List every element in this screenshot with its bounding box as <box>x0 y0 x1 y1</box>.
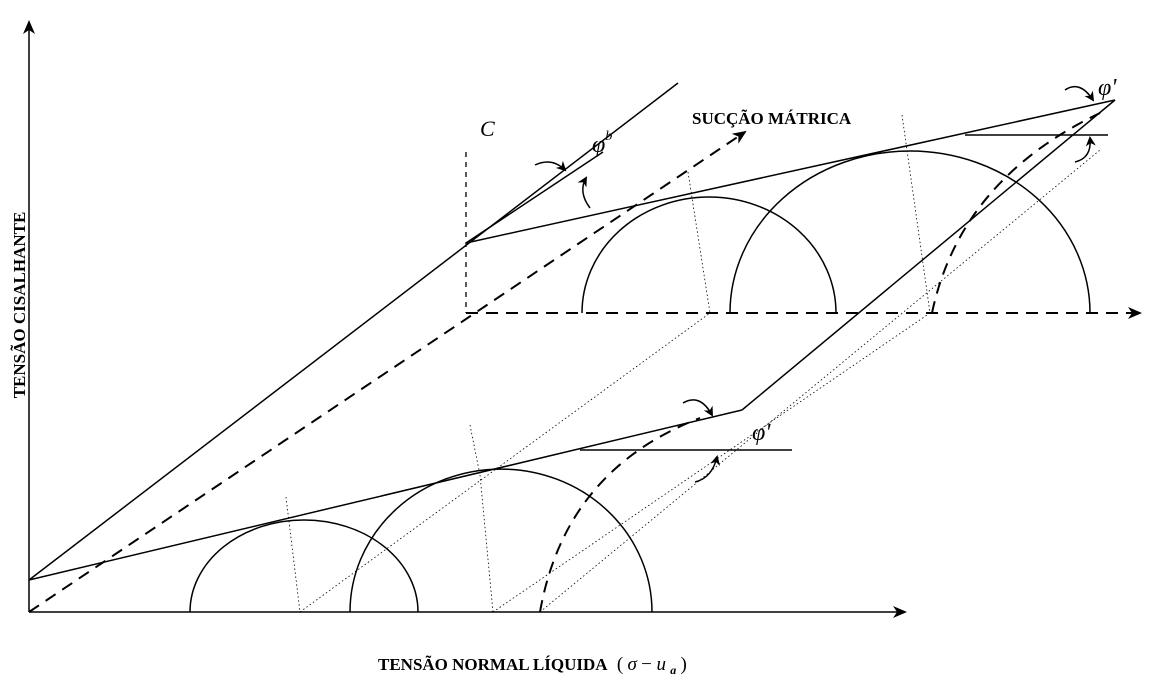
lower-dashed-curve <box>539 417 701 613</box>
upper-mohr-circle-2 <box>729 150 1091 314</box>
cohesion-label: C <box>480 116 495 141</box>
phi-b-envelope-line <box>28 82 679 581</box>
phi-prime-top-arrow-upper <box>1064 85 1095 102</box>
y-axis-label: TENSÃO CISALHANTE <box>10 212 29 399</box>
phi-prime-bottom-label: φ' <box>752 420 771 446</box>
x-axis-formula: ( <box>617 654 623 675</box>
phi-prime-bottom-arrow-upper <box>682 399 713 417</box>
upper-failure-envelope <box>465 99 1116 244</box>
projection-line-6 <box>469 424 481 476</box>
lower-mohr-circle-2 <box>349 468 653 613</box>
phi-prime-top-arrow-lower <box>1074 136 1096 163</box>
projection-line-5 <box>479 474 494 613</box>
lower-mohr-circle-1 <box>189 519 419 613</box>
x-axis-label: TENSÃO NORMAL LÍQUIDA ( σ − u a ) <box>378 654 687 677</box>
phi-b-angle-arrow-upper <box>534 160 567 172</box>
suction-axis-label: SUCÇÃO MÁTRICA <box>692 109 852 128</box>
projection-line-7 <box>687 171 711 314</box>
projection-line-2 <box>492 312 931 613</box>
suction-axis-line <box>28 130 747 613</box>
phi-prime-bottom-arrow-lower <box>694 455 721 483</box>
phi-prime-top-label: φ' <box>1098 75 1117 101</box>
upper-dashed-curve <box>931 112 1101 314</box>
upper-mohr-circle-1 <box>581 196 837 314</box>
projection-line-8 <box>901 114 931 314</box>
projection-line-1 <box>299 312 711 613</box>
phi-b-label: φb <box>592 129 612 158</box>
projection-line-4 <box>285 496 301 613</box>
phi-b-angle-arrow-lower <box>577 176 591 209</box>
lower-failure-envelope <box>28 409 743 581</box>
envelope-intersection-line <box>741 99 1116 411</box>
projection-line-3 <box>539 149 1101 613</box>
phi-b-reference-line <box>465 151 604 244</box>
